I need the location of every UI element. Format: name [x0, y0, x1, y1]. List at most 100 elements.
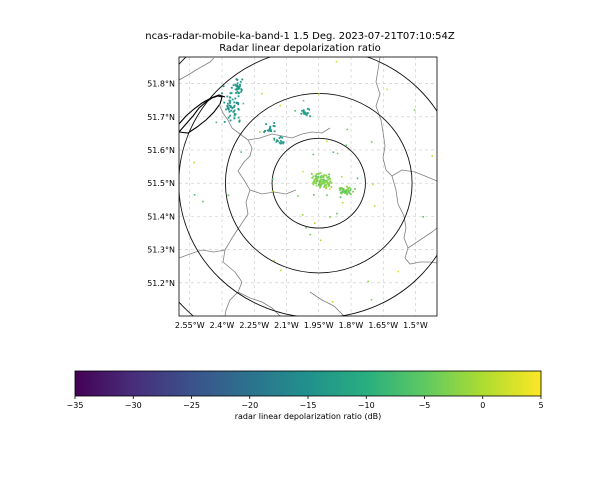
echo-pixel [308, 108, 311, 111]
echo-pixel [279, 104, 281, 107]
echo-pixel [239, 83, 241, 86]
echo-pixel [238, 85, 241, 88]
echo-pixel [230, 86, 233, 89]
echo-pixel [275, 140, 278, 143]
echo-pixel [225, 108, 227, 111]
echo-pixel [323, 182, 326, 184]
echo-pixel [311, 176, 314, 179]
echo-pixel [325, 184, 327, 186]
echo-pixel [336, 212, 338, 215]
echo-pixel [312, 153, 315, 156]
echo-pixel [320, 175, 323, 177]
echo-pixel [265, 123, 268, 126]
echo-pixel [269, 125, 272, 128]
echo-pixel [236, 87, 238, 90]
echo-pixel [266, 129, 269, 132]
echo-pixel [312, 183, 315, 186]
echo-pixel [226, 95, 229, 98]
echo-pixel [328, 181, 331, 184]
echo-pixel [240, 151, 242, 153]
echo-pixel [342, 189, 344, 192]
echo-pixel [413, 109, 416, 111]
county-boundaries [179, 57, 437, 316]
y-tick-label: 51.3°N [147, 246, 175, 255]
echo-pixel [301, 109, 303, 112]
echo-pixel [367, 280, 370, 283]
echo-pixel [202, 200, 204, 203]
echo-pixel [343, 190, 346, 192]
y-tick-label: 51.5°N [147, 179, 175, 188]
echo-pixel [231, 107, 234, 110]
echo-pixel [312, 175, 315, 178]
echo-pixel [273, 259, 275, 262]
echo-pixel [273, 130, 276, 133]
echo-pixel [324, 184, 326, 186]
x-tick-label: 1.65°W [368, 321, 398, 330]
echo-pixel [318, 181, 321, 184]
echo-pixel [309, 115, 311, 118]
chart-subtitle: Radar linear depolarization ratio [219, 43, 381, 54]
echo-pixel [240, 90, 243, 93]
echo-pixel [346, 193, 348, 196]
colorbar-tick-label: −30 [125, 401, 142, 410]
gridlines [179, 57, 437, 316]
echo-pixel [227, 194, 230, 197]
echo-pixel [301, 214, 304, 216]
colorbar-tick-label: −20 [241, 401, 258, 410]
echo-pixel [294, 110, 296, 112]
echo-pixel [340, 187, 343, 190]
echo-pixel [323, 179, 325, 181]
echo-pixel [346, 185, 348, 188]
echo-pixel [278, 137, 281, 140]
y-tick-label: 51.6°N [147, 146, 175, 155]
echo-pixel [317, 176, 320, 178]
echo-pixel [431, 155, 434, 157]
echo-pixel [231, 98, 234, 101]
x-tick-label: 2.1°W [274, 321, 299, 330]
coastline [179, 94, 226, 134]
echo-pixel [263, 131, 266, 134]
echo-pixel [237, 86, 239, 89]
echo-pixel [233, 114, 236, 117]
echo-pixel [349, 188, 352, 191]
echo-pixel [215, 121, 218, 124]
echo-pixel [315, 177, 318, 180]
echo-pixel [264, 129, 267, 132]
echo-pixel [370, 141, 373, 143]
echo-pixel [282, 141, 285, 144]
echo-pixel [306, 107, 309, 110]
echo-pixel [347, 190, 350, 193]
echo-pixel [323, 174, 326, 176]
echo-pixel [326, 140, 328, 143]
echo-pixel [235, 85, 238, 88]
colorbar-tick-label: −10 [358, 401, 375, 410]
x-tick-label: 2.55°W [175, 321, 205, 330]
echo-pixel [318, 179, 321, 182]
echo-pixel [234, 97, 237, 100]
echo-pixel [238, 119, 241, 122]
echo-pixel [323, 186, 326, 188]
echo-pixel [320, 182, 323, 185]
echo-pixel [329, 180, 332, 183]
echo-pixel [322, 175, 325, 178]
echo-pixel [313, 222, 316, 224]
echo-pixel [346, 192, 349, 194]
echo-pixel [349, 193, 352, 196]
echo-pixel [193, 161, 195, 164]
echo-pixel [233, 117, 236, 120]
echo-pixel [397, 270, 399, 273]
echo-pixel [325, 186, 327, 188]
colorbar-ticks: −35 −30 −25 −20 −15 −10 −5 0 5 [67, 396, 544, 410]
echo-pixel [282, 142, 285, 145]
echo-pixel [313, 180, 316, 182]
echo-pixel [268, 129, 271, 132]
echo-pixel [272, 125, 275, 127]
echo-pixel [233, 113, 236, 115]
echo-pixel [229, 92, 232, 95]
echo-pixel [451, 163, 453, 165]
echo-pixel [232, 84, 235, 87]
echo-pixel [273, 122, 276, 124]
echo-pixel [336, 152, 339, 155]
echo-pixel [305, 113, 308, 116]
